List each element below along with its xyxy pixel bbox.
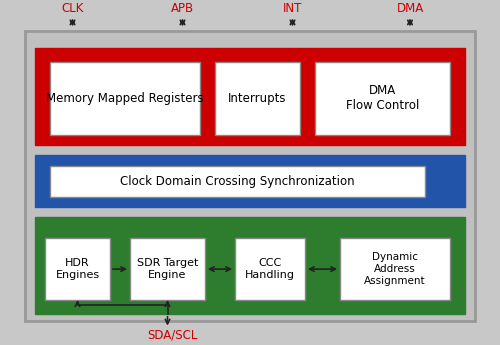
Text: DMA
Flow Control: DMA Flow Control (346, 84, 419, 112)
Text: Interrupts: Interrupts (228, 92, 287, 105)
Bar (35, 217, 465, 314)
Bar (315, 62, 450, 135)
Bar (340, 238, 450, 300)
Text: SDR Target
Engine: SDR Target Engine (137, 258, 198, 280)
Text: HDR
Engines: HDR Engines (56, 258, 100, 280)
Bar (130, 238, 205, 300)
Bar (50, 62, 200, 135)
Text: CLK: CLK (62, 2, 84, 15)
Bar (35, 48, 465, 145)
Bar (235, 238, 305, 300)
Bar (50, 166, 425, 197)
Bar (35, 155, 465, 207)
Text: Memory Mapped Registers: Memory Mapped Registers (46, 92, 204, 105)
Text: Dynamic
Address
Assignment: Dynamic Address Assignment (364, 253, 426, 286)
Text: INT: INT (283, 2, 302, 15)
Text: APB: APB (171, 2, 194, 15)
Text: SDA/SCL: SDA/SCL (148, 328, 198, 341)
Text: CCC
Handling: CCC Handling (245, 258, 295, 280)
Bar (25, 31, 475, 321)
Bar (215, 62, 300, 135)
Bar (45, 238, 110, 300)
Text: Clock Domain Crossing Synchronization: Clock Domain Crossing Synchronization (120, 175, 355, 188)
Text: DMA: DMA (396, 2, 423, 15)
